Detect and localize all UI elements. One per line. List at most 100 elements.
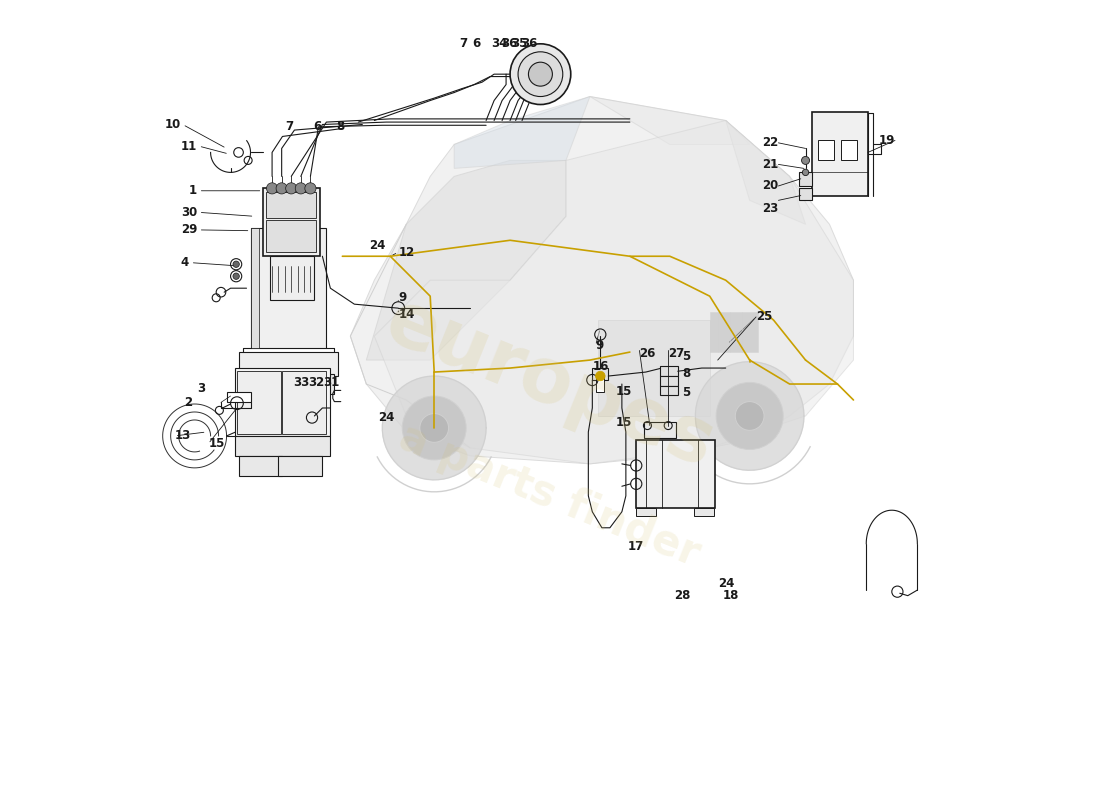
Bar bbox=[694, 508, 714, 516]
Polygon shape bbox=[366, 161, 566, 360]
Bar bbox=[800, 171, 812, 186]
Text: 5: 5 bbox=[682, 350, 690, 362]
Polygon shape bbox=[454, 97, 590, 169]
Circle shape bbox=[420, 414, 449, 442]
Bar bbox=[660, 376, 678, 386]
Text: 14: 14 bbox=[398, 308, 415, 321]
Text: 32: 32 bbox=[308, 376, 324, 389]
Circle shape bbox=[716, 382, 783, 450]
Text: 1: 1 bbox=[189, 184, 197, 198]
Text: 6: 6 bbox=[314, 120, 322, 134]
Text: 24: 24 bbox=[717, 577, 734, 590]
Text: 22: 22 bbox=[762, 136, 779, 150]
Bar bbox=[710, 312, 758, 352]
Text: 36: 36 bbox=[502, 38, 517, 50]
Text: 25: 25 bbox=[756, 310, 772, 323]
Circle shape bbox=[233, 273, 240, 279]
Text: 21: 21 bbox=[762, 158, 779, 171]
Bar bbox=[227, 392, 251, 402]
Text: 16: 16 bbox=[592, 360, 608, 373]
Text: 27: 27 bbox=[668, 347, 684, 360]
Text: 31: 31 bbox=[323, 376, 339, 389]
Bar bbox=[234, 436, 330, 456]
Text: 8: 8 bbox=[682, 367, 690, 380]
Text: 34: 34 bbox=[491, 38, 507, 50]
Circle shape bbox=[286, 182, 297, 194]
Polygon shape bbox=[695, 362, 804, 470]
Text: 29: 29 bbox=[180, 223, 197, 236]
Text: 12: 12 bbox=[398, 246, 415, 258]
Bar bbox=[236, 371, 280, 434]
Circle shape bbox=[802, 170, 808, 175]
Text: 24: 24 bbox=[368, 239, 385, 252]
Circle shape bbox=[735, 402, 764, 430]
Bar bbox=[645, 422, 676, 438]
Text: 13: 13 bbox=[175, 430, 191, 442]
Bar bbox=[812, 113, 868, 196]
Text: 23: 23 bbox=[762, 202, 779, 215]
Polygon shape bbox=[350, 97, 854, 464]
Bar bbox=[242, 374, 334, 394]
Circle shape bbox=[233, 261, 240, 267]
Text: 11: 11 bbox=[180, 139, 197, 153]
Text: 35: 35 bbox=[512, 38, 528, 50]
Text: 9: 9 bbox=[398, 291, 407, 304]
Circle shape bbox=[295, 182, 307, 194]
Bar bbox=[598, 320, 710, 416]
Text: 15: 15 bbox=[616, 385, 631, 398]
Circle shape bbox=[528, 62, 552, 86]
Bar bbox=[800, 188, 812, 200]
Bar bbox=[283, 371, 327, 434]
Text: 28: 28 bbox=[674, 589, 690, 602]
Text: 17: 17 bbox=[627, 540, 644, 553]
Text: 10: 10 bbox=[165, 118, 182, 131]
Text: a parts finder: a parts finder bbox=[394, 416, 706, 575]
Bar bbox=[592, 368, 608, 380]
Text: 24: 24 bbox=[378, 411, 395, 424]
Text: 6: 6 bbox=[472, 38, 481, 50]
Bar bbox=[817, 141, 834, 161]
Circle shape bbox=[802, 157, 810, 165]
Circle shape bbox=[276, 182, 287, 194]
Bar bbox=[251, 228, 258, 348]
Text: 36: 36 bbox=[521, 38, 538, 50]
Polygon shape bbox=[726, 121, 805, 224]
Text: 5: 5 bbox=[682, 386, 690, 398]
Text: 15: 15 bbox=[208, 438, 224, 450]
Text: 7: 7 bbox=[285, 120, 293, 134]
Bar bbox=[234, 368, 330, 436]
Circle shape bbox=[518, 52, 563, 97]
Text: 3: 3 bbox=[197, 382, 205, 394]
Text: 18: 18 bbox=[723, 589, 739, 602]
Bar bbox=[271, 256, 315, 300]
Text: 2: 2 bbox=[184, 396, 192, 409]
Polygon shape bbox=[590, 97, 750, 145]
Bar bbox=[660, 366, 678, 376]
Text: 19: 19 bbox=[879, 134, 895, 147]
Bar bbox=[251, 228, 327, 348]
Polygon shape bbox=[383, 376, 486, 480]
Text: 8: 8 bbox=[336, 120, 344, 134]
Bar bbox=[842, 141, 858, 161]
Circle shape bbox=[595, 371, 605, 381]
Bar bbox=[660, 386, 678, 395]
Polygon shape bbox=[374, 121, 854, 464]
Bar bbox=[239, 352, 339, 376]
Bar bbox=[636, 508, 657, 516]
Bar bbox=[266, 192, 316, 218]
Bar bbox=[636, 440, 715, 508]
Bar bbox=[278, 456, 322, 476]
Text: 26: 26 bbox=[639, 347, 656, 360]
Text: 9: 9 bbox=[595, 339, 604, 352]
Text: 20: 20 bbox=[762, 179, 779, 193]
Text: 7: 7 bbox=[460, 38, 467, 50]
Bar bbox=[239, 456, 283, 476]
Circle shape bbox=[305, 182, 316, 194]
Circle shape bbox=[510, 44, 571, 105]
Text: 33: 33 bbox=[293, 376, 309, 389]
Text: europes: europes bbox=[375, 285, 725, 483]
Text: 4: 4 bbox=[180, 256, 189, 269]
Text: 15: 15 bbox=[616, 416, 631, 429]
Bar bbox=[266, 220, 316, 252]
Circle shape bbox=[403, 396, 466, 460]
